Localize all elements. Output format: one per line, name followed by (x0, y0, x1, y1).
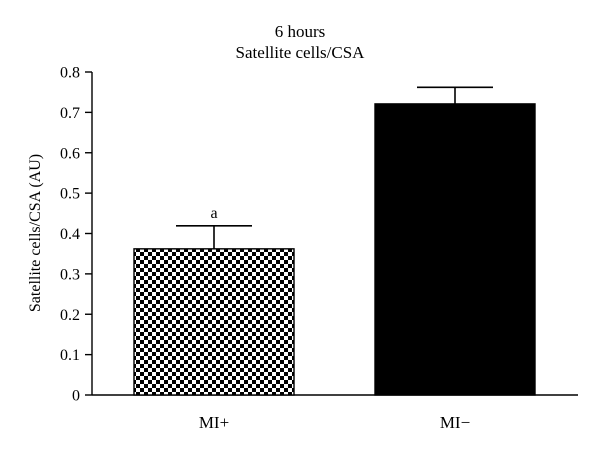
chart-title: 6 hours (275, 22, 326, 41)
y-tick-label: 0.5 (60, 186, 80, 203)
y-tick-label: 0.1 (60, 347, 80, 364)
bar-1 (133, 248, 295, 396)
y-tick-label: 0.2 (60, 307, 80, 324)
x-category-label: MI− (440, 413, 470, 432)
y-tick-label: 0.7 (60, 105, 80, 122)
y-tick-label: 0.8 (60, 65, 80, 82)
y-axis-label: Satellite cells/CSA (AU) (27, 154, 44, 312)
x-axis-categories: MI+ MI− (199, 413, 470, 432)
y-tick-label: 0.4 (60, 226, 80, 243)
y-tick-label: 0.6 (60, 145, 80, 162)
bar-2 (374, 103, 536, 396)
y-tick-label: 0 (72, 388, 80, 405)
chart-subtitle: Satellite cells/CSA (236, 43, 366, 62)
bars-group: a (133, 86, 536, 396)
y-tick-label: 0.3 (60, 266, 80, 283)
significance-annotation: a (210, 205, 217, 222)
x-category-label: MI+ (199, 413, 229, 432)
y-axis-ticks: 0 0.1 0.2 0.3 0.4 0.5 0.6 0.7 0.8 (60, 65, 92, 405)
